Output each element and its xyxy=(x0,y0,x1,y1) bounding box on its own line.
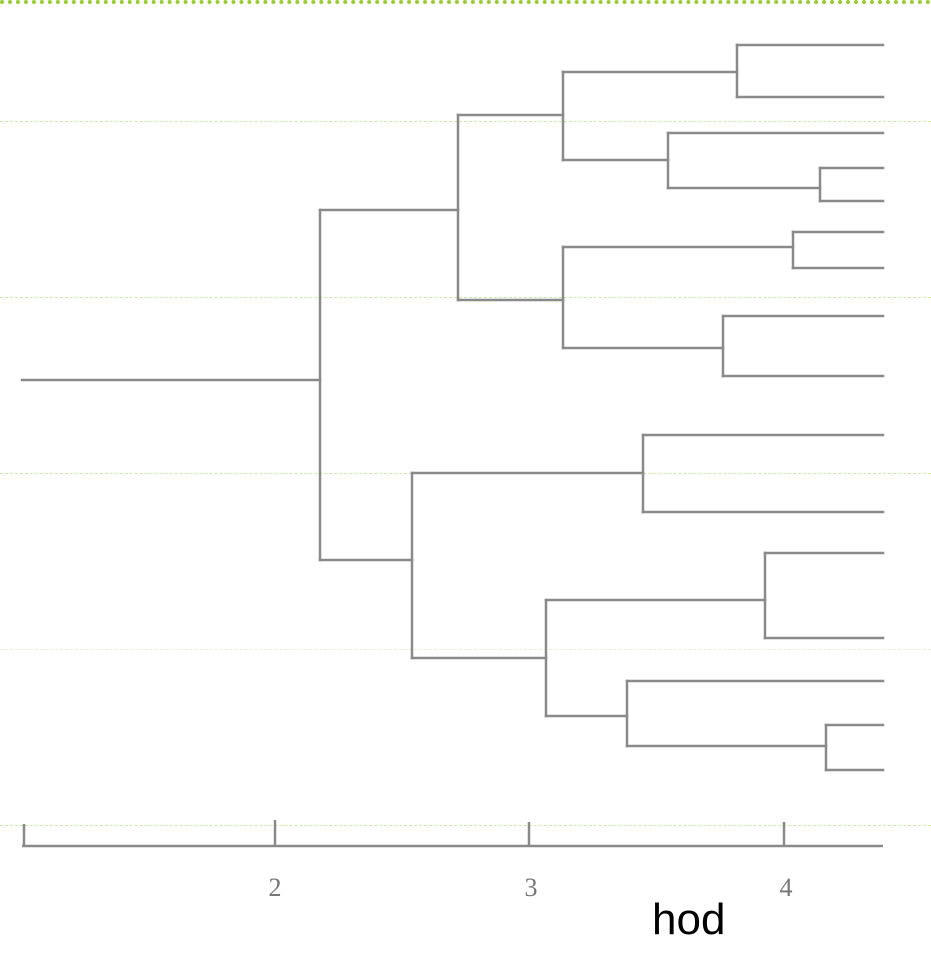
guide-line xyxy=(0,825,931,826)
top-border-line xyxy=(0,0,931,4)
guide-line xyxy=(0,297,931,298)
tick-label-2: 2 xyxy=(269,873,282,902)
axis-unit-label: hod xyxy=(652,895,725,944)
dendrogram-tree xyxy=(20,43,885,772)
guide-line xyxy=(0,121,931,122)
guide-line xyxy=(0,649,931,650)
tick-label-4: 4 xyxy=(780,873,793,902)
tick-label-3: 3 xyxy=(525,873,538,902)
scale-axis xyxy=(22,820,883,848)
